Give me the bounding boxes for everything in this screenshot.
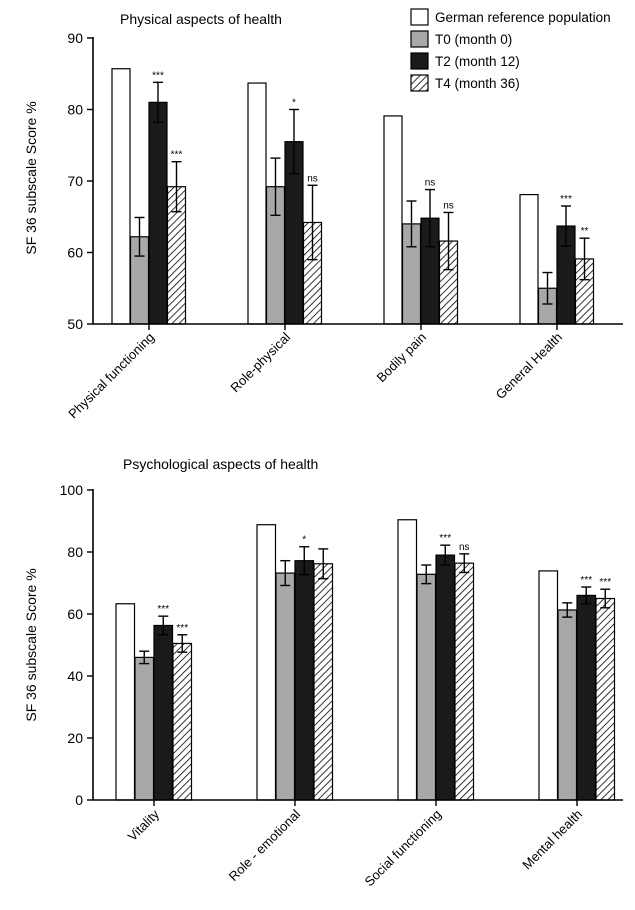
bar <box>454 562 475 801</box>
chart-psychological: Psychological aspects of health SF 36 su… <box>23 456 623 889</box>
y-tick-label: 0 <box>75 792 83 808</box>
bar <box>294 560 315 801</box>
legend-label: T2 (month 12) <box>435 54 520 69</box>
x-tick-label: Bodily pain <box>374 330 430 386</box>
y-axis-label: SF 36 subscale Score % <box>23 101 39 254</box>
bar <box>256 524 277 801</box>
bar <box>172 642 193 801</box>
significance-label: *** <box>176 623 188 634</box>
y-tick-label: 80 <box>67 544 83 560</box>
legend-label: T0 (month 0) <box>435 32 512 47</box>
plot-area: *** *** Physical functioning * ns Role-physic… <box>65 30 623 421</box>
y-tick-label: 80 <box>67 102 83 118</box>
y-tick-label: 40 <box>67 668 83 684</box>
y-tick-label: 60 <box>67 606 83 622</box>
significance-label: ns <box>443 200 454 211</box>
x-tick-label: Role - emotional <box>226 806 304 884</box>
legend-label: German reference population <box>435 10 611 25</box>
bar <box>115 603 136 801</box>
significance-label: *** <box>157 604 169 615</box>
bar <box>538 570 559 801</box>
significance-label: ns <box>425 178 436 189</box>
significance-label: *** <box>580 575 592 586</box>
y-tick-label: 100 <box>60 482 84 498</box>
x-tick-label: General Health <box>493 330 565 402</box>
chart-physical: Physical aspects of health SF 36 subscal… <box>23 8 623 421</box>
y-tick-label: 20 <box>67 730 83 746</box>
bar <box>313 563 334 801</box>
bar <box>275 572 296 801</box>
bar <box>519 193 539 325</box>
x-tick-label: Mental health <box>519 807 585 873</box>
significance-label: *** <box>439 533 451 544</box>
bar <box>153 624 174 801</box>
chart-title: Psychological aspects of health <box>123 456 318 472</box>
significance-label: ns <box>459 542 470 553</box>
bar <box>557 609 578 801</box>
bar <box>595 597 616 801</box>
chart-title: Physical aspects of health <box>120 11 282 27</box>
significance-label: ns <box>307 173 318 184</box>
significance-label: * <box>292 98 296 109</box>
bar <box>134 656 155 801</box>
significance-label: *** <box>560 194 572 205</box>
x-tick-label: Social functioning <box>361 807 444 890</box>
bar <box>576 594 597 801</box>
legend-swatch <box>410 8 429 26</box>
bar <box>397 519 418 801</box>
significance-label: *** <box>152 70 164 81</box>
x-tick-label: Physical functioning <box>65 330 157 422</box>
bar <box>247 82 267 325</box>
bar <box>148 101 168 325</box>
bar <box>435 554 456 801</box>
y-tick-label: 90 <box>67 30 83 46</box>
plot-area: *** *** Vitality * Role - emotional *** ns Soci… <box>60 482 623 889</box>
legend-swatch <box>410 52 429 70</box>
significance-label: *** <box>599 577 611 588</box>
y-tick-label: 70 <box>67 173 83 189</box>
significance-label: ** <box>581 226 589 237</box>
legend-swatch <box>410 30 429 48</box>
legend-swatch <box>410 74 429 92</box>
bar <box>111 68 131 325</box>
legend-label: T4 (month 36) <box>435 76 520 91</box>
y-tick-label: 60 <box>67 245 83 261</box>
y-axis-label: SF 36 subscale Score % <box>23 568 39 721</box>
x-tick-label: Role-physical <box>227 329 293 395</box>
significance-label: * <box>302 535 306 546</box>
x-tick-label: Vitality <box>125 806 163 844</box>
bar <box>383 115 403 325</box>
legend: German reference population T0 (month 0) T… <box>410 8 611 92</box>
y-tick-label: 50 <box>67 316 83 332</box>
bar <box>416 573 437 801</box>
significance-label: *** <box>171 150 183 161</box>
